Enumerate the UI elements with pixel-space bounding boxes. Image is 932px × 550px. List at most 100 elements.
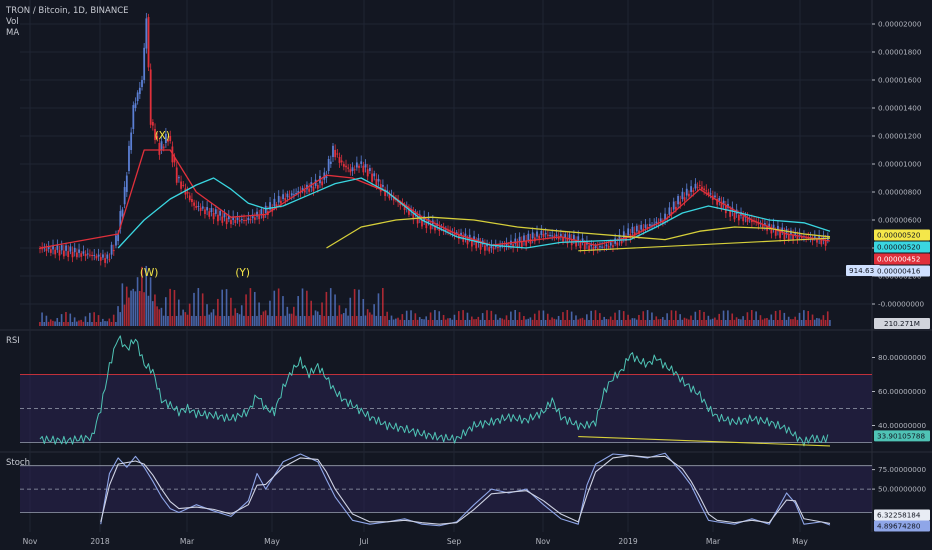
volume-bar	[403, 319, 406, 326]
candle-body	[813, 236, 816, 239]
volume-bar	[208, 314, 210, 326]
volume-bar	[672, 320, 675, 326]
candle-body	[531, 232, 534, 239]
candle-body	[225, 218, 228, 225]
candle-body	[444, 229, 447, 231]
wave-label: (Y)	[235, 267, 250, 279]
volume-bar	[93, 312, 95, 326]
volume-bar	[262, 311, 265, 326]
volume-bars	[39, 265, 831, 326]
candle-body	[794, 232, 797, 236]
candle-body	[722, 200, 725, 205]
rsi-panel-title[interactable]: RSI	[6, 336, 20, 346]
volume-bar	[466, 312, 469, 326]
volume-bar	[138, 290, 141, 326]
volume-bar	[481, 313, 484, 326]
volume-tag-bg	[874, 318, 930, 329]
candle-body	[195, 206, 198, 208]
volume-bar	[253, 291, 256, 326]
candle-body	[147, 17, 150, 68]
volume-bar	[438, 311, 441, 326]
volume-bar	[340, 314, 343, 326]
volume-bar	[186, 314, 189, 326]
volume-bar	[230, 297, 232, 326]
volume-bar	[308, 315, 310, 326]
volume-bar	[280, 315, 282, 326]
volume-bar	[206, 304, 208, 326]
candle-body	[249, 219, 252, 221]
candle-body	[750, 220, 753, 223]
volume-bar	[640, 319, 642, 326]
candle-body	[312, 186, 315, 191]
candle-body	[494, 245, 497, 248]
volume-bar	[603, 316, 605, 326]
candle-body	[601, 246, 604, 248]
candle-body	[696, 186, 699, 188]
volume-bar	[395, 318, 397, 326]
x-tick-label: Mar	[706, 537, 721, 546]
vol-indicator-label[interactable]: Vol	[6, 17, 19, 27]
candle-body	[677, 196, 679, 205]
volume-bar	[56, 317, 59, 326]
volume-bar	[132, 288, 135, 326]
volume-bar	[772, 319, 775, 326]
candle-body	[655, 221, 658, 224]
candle-body	[588, 245, 590, 251]
y-tick-label: 0.00001600	[878, 76, 922, 85]
volume-bar	[275, 316, 278, 326]
volume-bar	[414, 313, 417, 326]
candle-body	[568, 234, 571, 239]
volume-bar	[714, 317, 716, 326]
candle-body	[286, 193, 289, 198]
candle-body	[327, 158, 330, 171]
ma-indicator-label[interactable]: MA	[6, 28, 20, 38]
volume-bar	[783, 312, 786, 326]
y-tick-label: 0.00000800	[878, 188, 922, 197]
candle-body	[447, 230, 449, 232]
volume-bar	[99, 321, 102, 326]
volume-bar	[364, 315, 367, 326]
volume-bar	[232, 315, 234, 326]
candle-body	[102, 254, 104, 258]
volume-bar	[47, 321, 50, 326]
volume-bar	[147, 295, 150, 326]
tag-ma-mid: 0.00000520	[877, 243, 921, 252]
volume-bar	[65, 312, 67, 326]
tag-ma-mid-bg	[874, 241, 930, 253]
candle-body	[366, 169, 369, 177]
volume-bar	[345, 308, 347, 326]
volume-bar	[635, 319, 638, 326]
volume-bar	[358, 289, 360, 326]
volume-bar	[418, 317, 421, 326]
candle-body	[675, 206, 677, 210]
volume-bar	[664, 319, 666, 326]
candle-body	[132, 105, 135, 129]
volume-bar	[542, 310, 545, 326]
candle-body	[75, 252, 78, 258]
volume-bar	[408, 320, 410, 326]
candle-body	[555, 234, 558, 237]
candle-body	[290, 193, 293, 196]
symbol-title[interactable]: TRON / Bitcoin, 1D, BINANCE	[6, 6, 129, 16]
volume-bar	[401, 314, 404, 326]
volume-bar	[540, 320, 543, 326]
stoch-tick-label: 50.00000000	[878, 485, 926, 494]
volume-bar	[453, 314, 456, 326]
candle-body	[505, 242, 508, 246]
volume-bar	[661, 317, 664, 326]
candle-body	[273, 198, 276, 206]
candle-body	[214, 209, 217, 214]
volume-bar	[347, 315, 349, 326]
candle-body	[473, 236, 475, 241]
candle-body	[368, 168, 371, 171]
volume-bar	[110, 321, 113, 326]
candle-body	[364, 164, 367, 168]
volume-bar	[62, 321, 65, 326]
candle-body	[685, 188, 688, 196]
volume-bar	[614, 312, 616, 326]
volume-bar	[644, 320, 647, 326]
volume-bar	[820, 319, 823, 326]
stoch-panel-title[interactable]: Stoch	[6, 458, 30, 468]
volume-bar	[431, 319, 434, 326]
